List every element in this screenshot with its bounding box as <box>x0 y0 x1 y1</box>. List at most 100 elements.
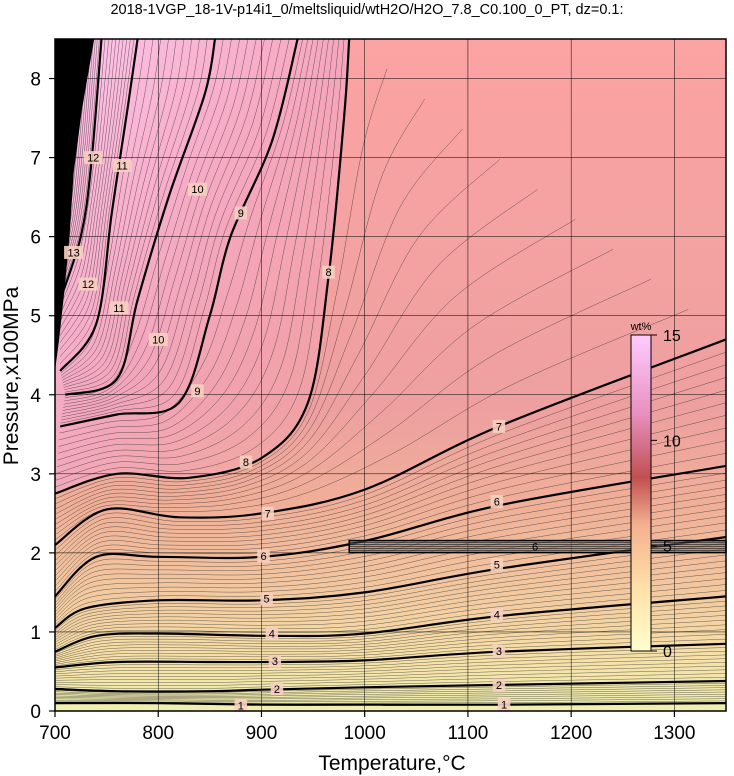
contour-label-bg <box>261 506 274 520</box>
thin-contour <box>55 676 726 689</box>
thin-contour <box>59 39 113 322</box>
thin-contour <box>55 685 726 695</box>
thin-contour <box>55 615 726 659</box>
thin-contour <box>55 682 726 693</box>
contour-line-11 <box>59 39 139 372</box>
thin-contour <box>55 440 726 587</box>
y-tick-label: 4 <box>30 386 41 407</box>
contour-label: 2 <box>274 684 280 696</box>
thin-contour <box>62 39 177 384</box>
contour-label-bg <box>112 158 132 172</box>
grid-lines <box>55 39 726 711</box>
thin-contour <box>58 39 314 447</box>
thin-contour <box>63 39 185 386</box>
thin-contour <box>55 219 576 525</box>
contour-label-bg <box>64 245 84 259</box>
thin-contour <box>55 472 726 600</box>
thin-contour <box>61 39 162 379</box>
contour-line-8 <box>55 39 351 495</box>
thin-contour <box>55 39 345 488</box>
thin-contour <box>59 39 98 293</box>
contour-line-2 <box>55 679 726 693</box>
thin-contour <box>55 389 726 566</box>
thin-contour <box>55 647 726 670</box>
contour-line-3 <box>55 642 726 669</box>
thin-contour <box>55 487 726 607</box>
thin-contour <box>60 39 124 343</box>
thin-contour <box>55 698 726 702</box>
contour-label-bg <box>78 277 98 291</box>
colorbar-tick-label: 0 <box>663 644 672 661</box>
x-tick-label: 1100 <box>447 723 488 744</box>
thin-contour <box>62 39 169 381</box>
dense-contour-edge <box>55 39 95 371</box>
thin-contour <box>55 560 726 638</box>
contour-label-bg <box>83 151 103 165</box>
contour-label-bg <box>492 678 506 692</box>
thin-contour <box>55 542 726 631</box>
thin-contour <box>55 566 726 641</box>
thin-contour <box>55 279 651 535</box>
y-tick-label: 7 <box>30 149 41 170</box>
thin-contour <box>55 658 726 677</box>
thin-contour <box>60 39 290 424</box>
contour-label: 6 <box>494 496 500 508</box>
contour-label: 9 <box>194 386 200 398</box>
thin-contour <box>55 605 726 656</box>
colorbar-scale <box>630 334 652 652</box>
x-tick-label: 1000 <box>344 723 386 744</box>
thin-contour <box>64 39 232 402</box>
x-tick-label: 1200 <box>550 723 592 744</box>
contour-label: 6 <box>260 551 266 563</box>
thin-contour <box>55 700 726 704</box>
thin-contour <box>55 578 726 645</box>
x-axis-title: Temperature,°C <box>318 752 465 775</box>
thin-contour <box>59 39 304 434</box>
contour-label: 8 <box>325 267 331 279</box>
contour-line-4 <box>55 595 726 653</box>
contour-label-bg <box>148 332 168 346</box>
labeled-contour-lines <box>55 39 726 706</box>
contour-label-bg <box>490 558 504 572</box>
contour-label: 9 <box>238 208 244 220</box>
contour-label: 2 <box>496 680 502 692</box>
thin-contour <box>57 39 329 467</box>
thin-contour <box>55 673 726 686</box>
thin-contour <box>55 508 726 616</box>
thin-contour <box>55 669 726 683</box>
contour-label: 10 <box>191 184 203 196</box>
thin-contour <box>55 494 726 610</box>
contour-line-7 <box>55 338 726 546</box>
thin-contour <box>55 554 726 636</box>
thin-contour <box>55 364 726 556</box>
thin-contour <box>61 39 282 421</box>
contour-label-bg <box>234 206 248 220</box>
contour-label-bg <box>492 419 506 433</box>
contour-label-bg <box>191 384 204 398</box>
contour-label: 1 <box>238 700 244 712</box>
y-tick-label: 6 <box>30 228 41 249</box>
thin-contour <box>59 39 117 329</box>
y-tick-label: 1 <box>30 623 41 644</box>
thin-contour <box>55 693 726 700</box>
contour-label: 13 <box>67 247 79 259</box>
thin-contour <box>55 98 425 505</box>
thin-contour <box>55 584 726 648</box>
thin-contour <box>60 39 146 374</box>
thin-contour <box>63 39 241 405</box>
contour-label-bg <box>490 494 504 508</box>
thin-contour <box>64 39 200 391</box>
thin-contour <box>63 39 193 388</box>
y-tick-label: 0 <box>30 702 41 723</box>
colorbar-ticks: 0 5 10 15 <box>651 328 681 661</box>
contour-label-bg <box>260 592 273 606</box>
contour-label-bg <box>492 644 506 658</box>
thin-contour <box>55 634 726 665</box>
thin-contour <box>55 572 726 643</box>
contour-label: 3 <box>272 656 278 668</box>
contour-line-1 <box>55 701 726 706</box>
thin-contour <box>55 402 726 571</box>
thin-contour <box>61 39 274 418</box>
